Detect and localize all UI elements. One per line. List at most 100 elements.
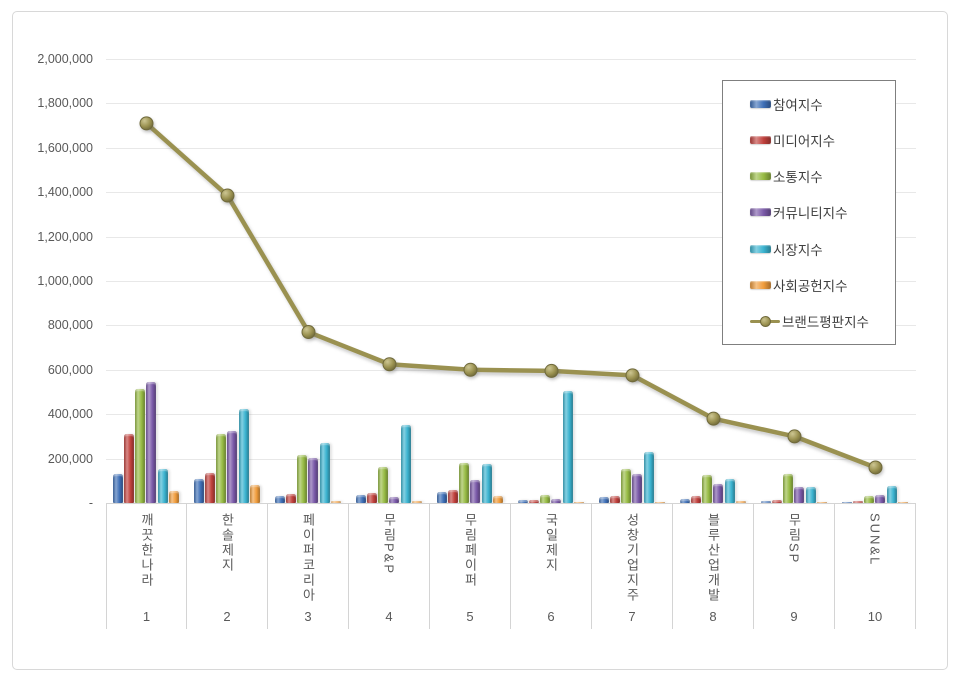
category-cell-6: 국일제지 6 <box>511 504 592 629</box>
bar-시장지수-무림SP <box>805 487 816 503</box>
bar-소통지수-무림SP <box>783 474 794 503</box>
bar-시장지수-한솔제지 <box>238 408 249 503</box>
gridline <box>106 236 916 238</box>
category-axis-table: 깨끗한나라 1 한솔제지 2 페이퍼코리아 3 무림P&P 4 무림페이퍼 5 국일제지 6 성창기업지… <box>106 503 916 629</box>
category-rank: 7 <box>628 609 636 624</box>
legend-label: 참여지수 <box>773 98 823 114</box>
bar-미디어지수-블루산업개발 <box>690 496 701 503</box>
bar-사회공헌지수-성창기업지주 <box>655 501 665 503</box>
category-label: SUN&L <box>867 513 883 567</box>
category-label: 페이퍼코리아 <box>300 513 316 603</box>
category-label: 국일제지 <box>543 513 559 573</box>
category-rank: 9 <box>790 609 798 624</box>
bar-미디어지수-페이퍼코리아 <box>285 494 296 503</box>
bar-사회공헌지수-무림SP <box>817 501 827 503</box>
bar-사회공헌지수-무림P&P <box>412 500 422 503</box>
gridline <box>106 147 916 149</box>
bar-소통지수-성창기업지주 <box>621 468 632 503</box>
line-marker-국일제지 <box>544 363 559 378</box>
bar-커뮤니티지수-페이퍼코리아 <box>308 457 319 503</box>
bar-커뮤니티지수-무림페이퍼 <box>470 479 481 503</box>
bar-사회공헌지수-깨끗한나라 <box>169 490 179 503</box>
bar-legend-swatch-icon <box>750 136 771 145</box>
line-marker-블루산업개발 <box>706 411 721 426</box>
category-cell-7: 성창기업지주 7 <box>592 504 673 629</box>
legend-label: 시장지수 <box>773 242 823 258</box>
bar-참여지수-깨끗한나라 <box>112 474 123 503</box>
gridline <box>106 59 916 60</box>
bar-커뮤니티지수-국일제지 <box>551 498 562 503</box>
bar-소통지수-국일제지 <box>540 495 551 503</box>
bar-미디어지수-성창기업지주 <box>609 496 620 503</box>
y-axis-label: 1,200,000 <box>37 229 93 244</box>
bar-커뮤니티지수-한솔제지 <box>227 430 238 503</box>
bar-시장지수-무림페이퍼 <box>481 464 492 503</box>
legend-label: 미디어지수 <box>773 134 836 150</box>
category-cell-3: 페이퍼코리아 3 <box>268 504 349 629</box>
category-label: 깨끗한나라 <box>139 513 154 588</box>
bar-미디어지수-무림페이퍼 <box>447 489 458 503</box>
bar-참여지수-페이퍼코리아 <box>274 496 285 503</box>
category-label: 무림P&P <box>381 513 397 576</box>
category-rank: 6 <box>547 609 555 624</box>
line-legend-swatch-icon <box>750 314 780 328</box>
line-marker-SUN&L <box>868 460 883 475</box>
bar-사회공헌지수-한솔제지 <box>250 485 260 503</box>
legend-label: 소통지수 <box>773 170 823 186</box>
y-axis-label: 1,600,000 <box>37 140 93 155</box>
bar-소통지수-페이퍼코리아 <box>297 455 308 503</box>
bar-소통지수-무림페이퍼 <box>459 463 470 503</box>
category-rank: 10 <box>867 609 883 624</box>
legend-item-참여지수: 참여지수 <box>750 95 895 113</box>
bar-소통지수-SUN&L <box>864 496 875 503</box>
bar-커뮤니티지수-깨끗한나라 <box>146 382 157 503</box>
category-cell-9: 무림SP 9 <box>754 504 835 629</box>
legend-label: 사회공헌지수 <box>773 278 848 294</box>
bar-미디어지수-한솔제지 <box>204 473 215 503</box>
bar-시장지수-SUN&L <box>886 486 897 503</box>
y-axis-label: 800,000 <box>47 318 93 333</box>
legend-item-시장지수: 시장지수 <box>750 240 895 258</box>
bar-legend-swatch-icon <box>750 244 771 253</box>
category-cell-1: 깨끗한나라 1 <box>106 504 187 629</box>
line-marker-성창기업지주 <box>625 368 640 383</box>
bar-참여지수-무림SP <box>760 500 771 503</box>
bar-참여지수-무림페이퍼 <box>436 491 447 503</box>
category-label: 블루산업개발 <box>705 513 721 603</box>
category-label: 성창기업지주 <box>624 513 640 603</box>
bar-미디어지수-SUN&L <box>852 500 863 503</box>
bar-미디어지수-깨끗한나라 <box>123 434 134 503</box>
legend-item-브랜드평판지수: 브랜드평판지수 <box>750 312 895 330</box>
bar-커뮤니티지수-SUN&L <box>875 495 886 503</box>
category-cell-10: SUN&L 10 <box>835 504 916 629</box>
gridline <box>106 458 916 460</box>
gridline <box>106 325 916 327</box>
bar-참여지수-한솔제지 <box>193 478 204 503</box>
bar-사회공헌지수-국일제지 <box>574 501 584 503</box>
bar-소통지수-한솔제지 <box>216 434 227 503</box>
line-marker-무림P&P <box>382 357 397 372</box>
category-cell-4: 무림P&P 4 <box>349 504 430 629</box>
bar-미디어지수-무림P&P <box>366 493 377 503</box>
bar-커뮤니티지수-무림SP <box>794 487 805 503</box>
bar-사회공헌지수-페이퍼코리아 <box>331 500 341 503</box>
bar-legend-swatch-icon <box>750 208 771 217</box>
y-axis-label: 600,000 <box>47 362 93 377</box>
gridline <box>106 103 916 105</box>
category-cell-8: 블루산업개발 8 <box>673 504 754 629</box>
bar-미디어지수-국일제지 <box>528 499 539 503</box>
legend-label: 커뮤니티지수 <box>773 206 848 222</box>
bar-시장지수-국일제지 <box>562 390 573 503</box>
bar-소통지수-블루산업개발 <box>702 475 713 503</box>
line-marker-페이퍼코리아 <box>301 325 316 340</box>
legend-label: 브랜드평판지수 <box>782 314 869 330</box>
legend-item-커뮤니티지수: 커뮤니티지수 <box>750 203 895 221</box>
bar-참여지수-블루산업개발 <box>679 498 690 503</box>
bar-미디어지수-무림SP <box>771 499 782 503</box>
y-axis-label: - <box>88 496 93 510</box>
bar-커뮤니티지수-블루산업개발 <box>713 484 724 503</box>
chart-frame: 깨끗한나라 1 한솔제지 2 페이퍼코리아 3 무림P&P 4 무림페이퍼 5 국일제지 6 성창기업지… <box>12 11 948 670</box>
category-rank: 4 <box>385 609 393 624</box>
bar-커뮤니티지수-무림P&P <box>389 497 400 503</box>
